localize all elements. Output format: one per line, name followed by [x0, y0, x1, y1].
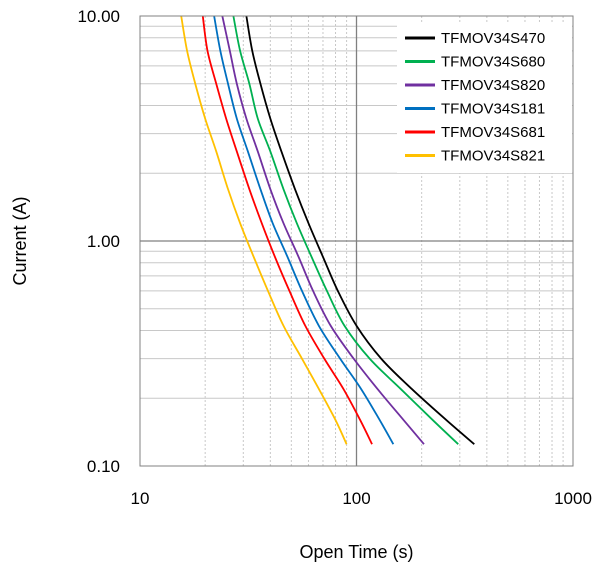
- x-axis-title: Open Time (s): [299, 542, 413, 562]
- legend-label: TFMOV34S181: [441, 101, 545, 118]
- legend-background: [397, 24, 572, 173]
- plot-frame: [139, 15, 574, 467]
- y-tick-label: 0.10: [87, 457, 120, 476]
- y-tick-label: 10.00: [77, 7, 120, 26]
- x-tick-label: 10: [131, 489, 150, 508]
- series-line-tfmov34s821: [180, 15, 348, 445]
- legend-label: TFMOV34S470: [441, 30, 545, 47]
- y-axis-title: Current (A): [10, 196, 30, 285]
- series-line-tfmov34s681: [201, 15, 373, 445]
- legend: TFMOV34S470 TFMOV34S680 TFMOV34S820 TFMOV34…: [405, 30, 545, 165]
- plot-series: [180, 15, 475, 445]
- x-tick-label: 1000: [554, 489, 592, 508]
- legend-label: TFMOV34S820: [441, 77, 545, 94]
- legend-label: TFMOV34S681: [441, 124, 545, 141]
- series-line-tfmov34s470: [245, 15, 475, 445]
- series-line-tfmov34s820: [221, 15, 425, 445]
- tick-labels: 10 100 1000 0.10 1.00 10.00: [77, 7, 591, 508]
- x-tick-label: 100: [342, 489, 370, 508]
- legend-label: TFMOV34S821: [441, 148, 545, 165]
- legend-label: TFMOV34S680: [441, 54, 545, 71]
- y-tick-label: 1.00: [87, 232, 120, 251]
- grid: [140, 16, 573, 466]
- series-line-tfmov34s181: [213, 15, 395, 445]
- series-line-tfmov34s680: [232, 15, 459, 445]
